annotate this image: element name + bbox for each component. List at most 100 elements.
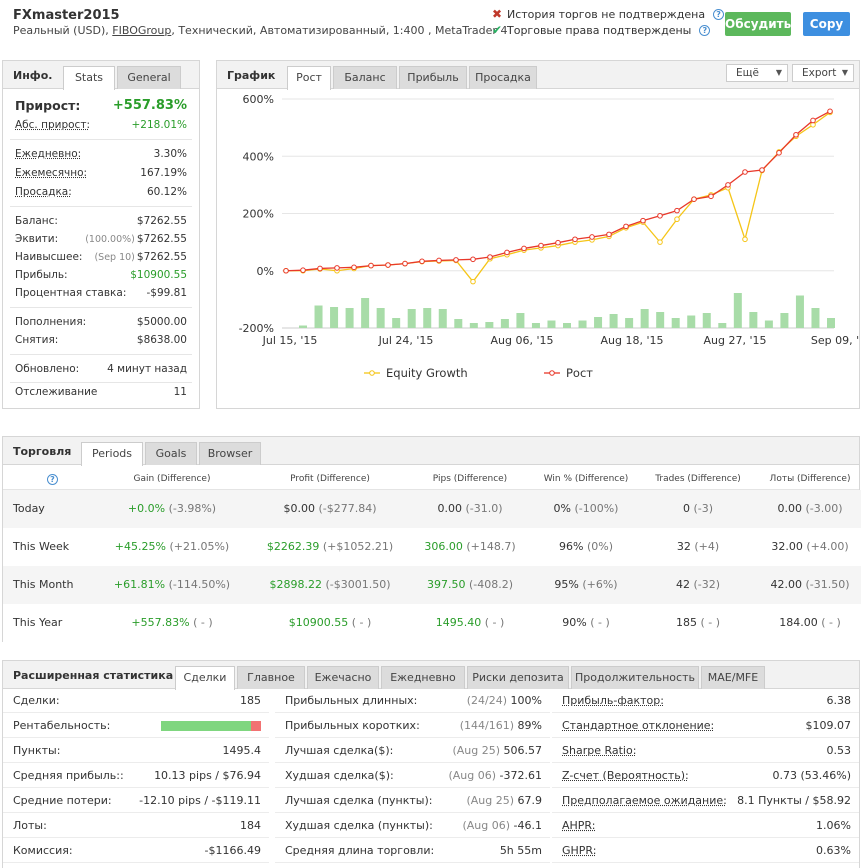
tab-hourly[interactable]: Ежечасно (307, 666, 379, 689)
tab-deposit-risk[interactable]: Риски депозита (467, 666, 569, 689)
y-tick-label: 600% (243, 93, 274, 106)
stat-label: Средняя прибыль:: (13, 769, 124, 782)
volume-bar (578, 320, 587, 328)
tab-general[interactable]: General (117, 66, 181, 89)
tab-main[interactable]: Главное (237, 666, 305, 689)
win-cell: 95% (+6%) (554, 578, 618, 591)
stat-value: 5h 55m (499, 844, 542, 857)
stat-label: Худшая сделка($): (285, 769, 394, 782)
tab-duration[interactable]: Продолжительность (571, 666, 699, 689)
abs-growth-row: Абс. прирост: +218.01% (15, 119, 187, 131)
balance-row: Баланс: $7262.55 (15, 215, 187, 227)
lots-cell: 32.00 (+4.00) (771, 540, 849, 553)
profit-cell: $10900.55 ( - ) (288, 616, 372, 629)
volume-bar (640, 309, 649, 328)
tracking-row: Отслеживание 11 (15, 386, 187, 398)
broker-link[interactable]: FIBOGroup (112, 24, 172, 37)
trades-cell: 0 (-3) (682, 502, 714, 515)
tab-daily[interactable]: Ежедневно (381, 666, 465, 689)
tab-drawdown[interactable]: Просадка (469, 66, 537, 89)
column-header: Win % (Difference) (543, 474, 629, 484)
tab-growth[interactable]: Рост (287, 66, 331, 90)
tab-balance[interactable]: Баланс (333, 66, 397, 89)
stat-value: (144/161) 89% (459, 719, 542, 732)
column-header: Profit (Difference) (290, 474, 370, 484)
data-point (827, 108, 833, 115)
tab-trades[interactable]: Сделки (175, 666, 235, 690)
tab-mae-mfe[interactable]: MAE/MFE (701, 666, 765, 689)
x-tick-label: Jul 15, '15 (262, 334, 318, 347)
stat-value: 0.73 (53.46%) (772, 769, 851, 782)
gain-cell: +61.81% (-114.50%) (113, 578, 231, 591)
stat-label: Лучшая сделка($): (285, 744, 394, 757)
tab-stats[interactable]: Stats (63, 66, 115, 90)
data-point (470, 278, 476, 285)
volume-bar (500, 319, 509, 328)
data-point (317, 265, 323, 272)
volume-bar (438, 309, 447, 328)
x-tick-label: Aug 27, '15 (704, 334, 767, 347)
volume-bar (702, 313, 711, 328)
tab-periods[interactable]: Periods (81, 442, 143, 466)
volume-bar (764, 320, 773, 328)
more-dropdown[interactable]: Ещё ▼ (726, 64, 788, 82)
x-tick-label: Aug 06, '15 (491, 334, 554, 347)
help-icon[interactable]: ? (713, 8, 725, 20)
stat-label[interactable]: AHPR: (562, 819, 596, 832)
data-point (657, 239, 663, 245)
status-unverified-text: История торгов не подтверждена (507, 7, 706, 21)
help-icon[interactable]: ? (699, 24, 711, 36)
data-point (555, 239, 561, 246)
check-icon: ✔ (492, 23, 503, 37)
stat-label[interactable]: Предполагаемое ожидание: (562, 794, 727, 807)
daily-row: Ежедневно: 3.30% (15, 148, 187, 160)
data-point (742, 236, 748, 243)
volume-bar (392, 318, 401, 328)
stat-value: (Aug 25) 67.9 (466, 794, 542, 807)
win-cell: 96% (0%) (559, 540, 613, 553)
stat-label[interactable]: GHPR: (562, 844, 597, 857)
volume-bar (563, 323, 571, 328)
y-tick-label: 400% (243, 150, 274, 163)
stat-row: Средние потери: -12.10 pips / -$119.11 (3, 788, 269, 813)
tab-profit[interactable]: Прибыль (399, 66, 467, 89)
stat-label[interactable]: Sharpe Ratio: (562, 744, 637, 757)
stat-label[interactable]: Z-счет (Вероятность): (562, 769, 689, 782)
stat-row: Пункты: 1495.4 (3, 738, 269, 763)
stat-row: Стандартное отклонение: $109.07 (552, 713, 859, 738)
account-type: Реальный (USD), (13, 24, 113, 37)
stat-label: Комиссия: (13, 844, 73, 857)
stat-row: Худшая сделка($): (Aug 06) -372.61 (275, 763, 550, 788)
stat-value: -$1166.49 (204, 844, 261, 857)
stat-label: Худшая сделка (пункты): (285, 819, 433, 832)
data-point (742, 169, 748, 175)
data-point (623, 223, 629, 230)
volume-bar (531, 323, 540, 328)
copy-button[interactable]: Copy (803, 12, 850, 36)
column-header: Pips (Difference) (432, 474, 508, 484)
data-point (674, 207, 680, 214)
pips-cell: 397.50 (-408.2) (426, 578, 514, 591)
help-icon[interactable]: ? (47, 474, 58, 485)
column-header: Trades (Difference) (655, 474, 741, 484)
legend-marker (549, 370, 555, 376)
stat-row: Прибыльных коротких: (144/161) 89% (275, 713, 550, 738)
table-row: Today +0.0% (-3.98%) $0.00 (-$277.84) 0.00 … (3, 490, 861, 528)
tab-browser[interactable]: Browser (199, 442, 261, 465)
stat-label[interactable]: Прибыль-фактор: (562, 694, 664, 707)
win-cell: 0% (-100%) (553, 502, 619, 515)
data-point (470, 256, 476, 263)
volume-bar (780, 313, 789, 328)
stat-value: 8.1 Пункты / $58.92 (737, 794, 851, 807)
tab-goals[interactable]: Goals (145, 442, 197, 465)
export-dropdown[interactable]: Export ▼ (792, 64, 854, 82)
withdrawals-row: Снятия: $8638.00 (15, 334, 187, 346)
data-point (453, 257, 459, 263)
data-point (708, 193, 714, 200)
discuss-button[interactable]: Обсудить (725, 12, 791, 36)
profitability-bar (161, 721, 261, 731)
gain-cell: +557.83% ( - ) (131, 616, 213, 629)
stat-row: Прибыльных длинных: (24/24) 100% (275, 688, 550, 713)
data-point (606, 231, 612, 238)
stat-label[interactable]: Стандартное отклонение: (562, 719, 715, 732)
